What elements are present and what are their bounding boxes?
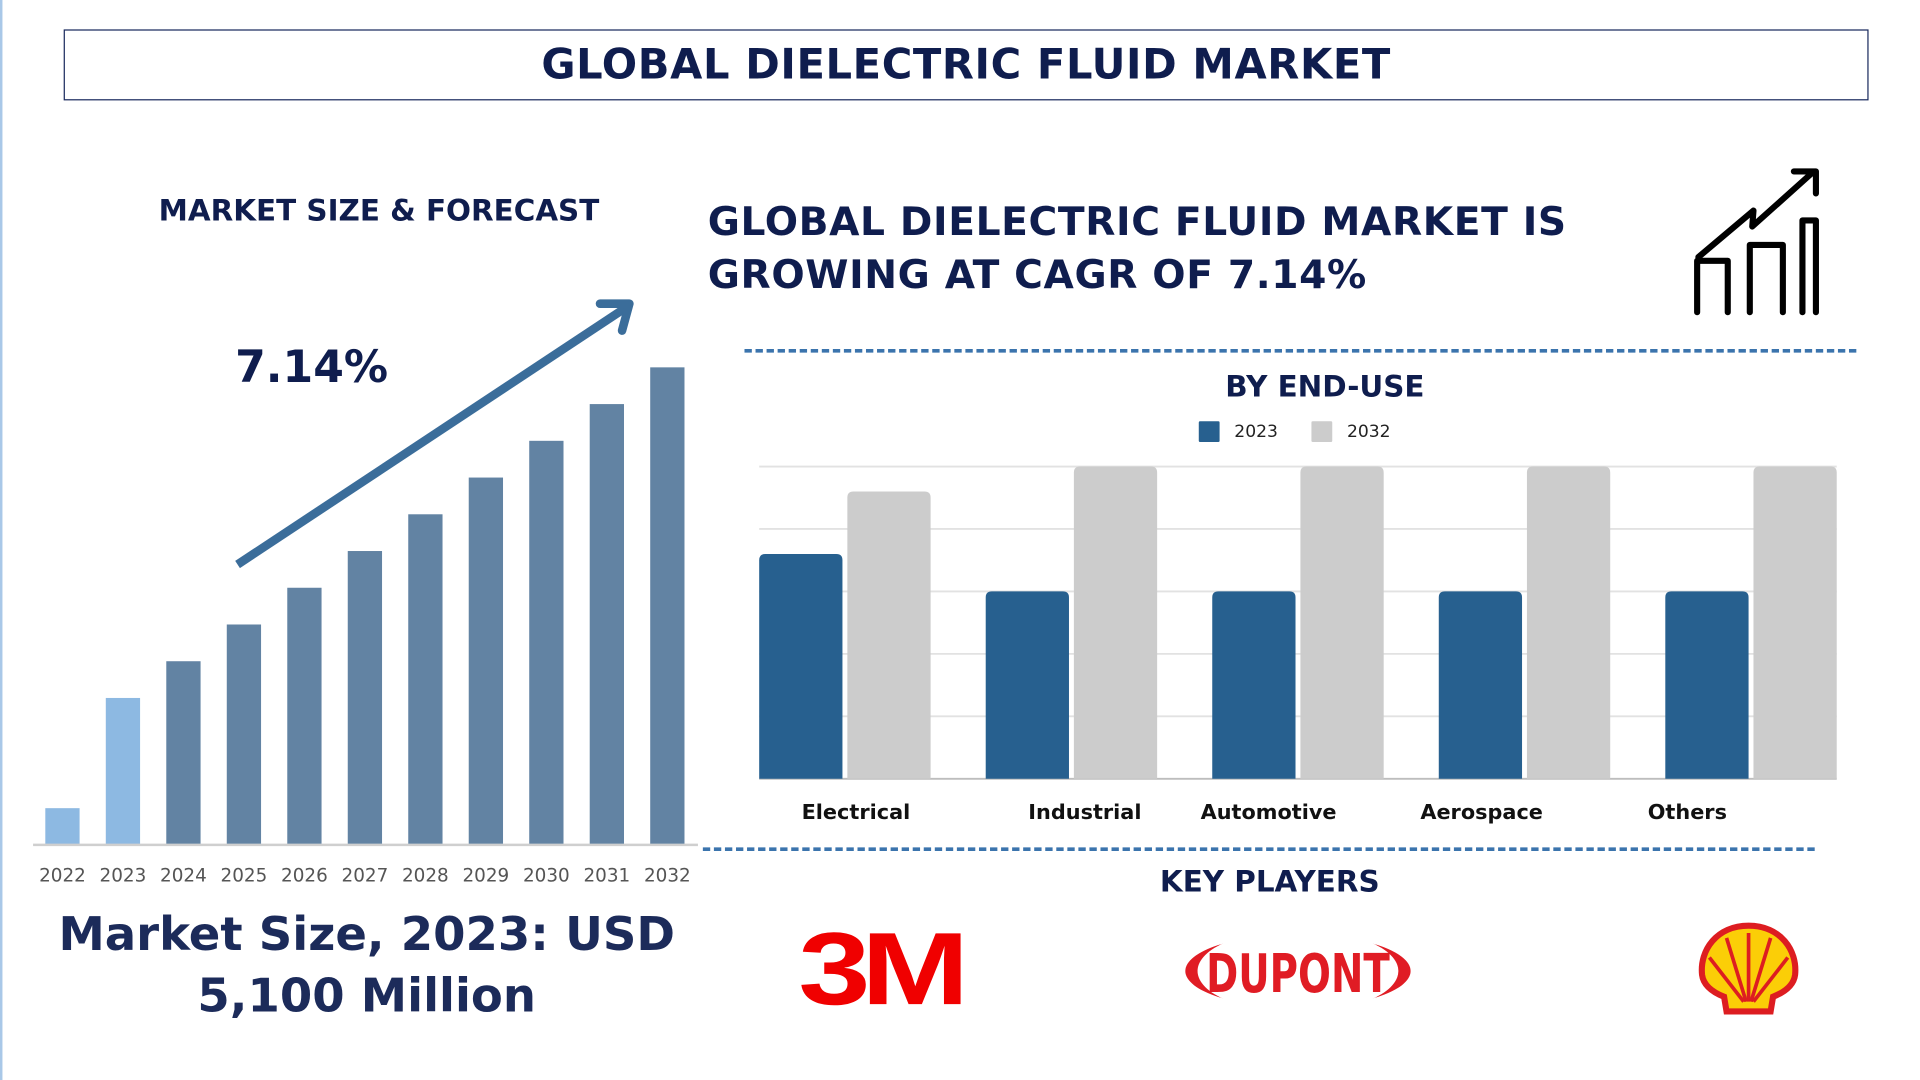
year-label: 2032 — [643, 864, 691, 887]
category-label: Aerospace — [1420, 800, 1543, 826]
year-label: 2023 — [99, 864, 147, 887]
legend-label-2023: 2023 — [1234, 421, 1278, 442]
year-label: 2029 — [462, 864, 510, 887]
trend-arrow-icon — [235, 299, 634, 569]
year-label: 2031 — [583, 864, 631, 887]
year-label: 2030 — [522, 864, 570, 887]
divider-bottom — [702, 847, 1815, 852]
bar-2022 — [45, 808, 80, 845]
legend-2023: 2023 — [1198, 421, 1278, 443]
category-label: Industrial — [1028, 800, 1142, 826]
year-label: 2025 — [220, 864, 268, 887]
bar-2029 — [468, 477, 504, 845]
year-label: 2026 — [281, 864, 328, 887]
page-title: GLOBAL DIELECTRIC FLUID MARKET — [63, 29, 1869, 101]
cagr-annotation: 7.14% — [235, 342, 389, 394]
category-label: Automotive — [1200, 800, 1337, 826]
market-size-forecast-heading: MARKET SIZE & FORECAST — [158, 193, 600, 228]
category-label: Electrical — [801, 800, 911, 826]
bar-2026 — [287, 587, 322, 845]
end-use-chart — [759, 465, 1837, 780]
bar-2031 — [589, 404, 625, 845]
logo-3m: 3M — [798, 921, 967, 1013]
bar-2028 — [408, 514, 443, 845]
bar-2027 — [347, 551, 383, 845]
category-label: Others — [1647, 800, 1727, 826]
bar-automotive-2023 — [1212, 591, 1296, 779]
growth-chart-icon — [1694, 168, 1819, 316]
bar-2024 — [166, 661, 201, 845]
bar-electrical-2023 — [759, 553, 843, 779]
svg-text:3M: 3M — [798, 921, 960, 1013]
market-forecast-chart — [33, 299, 698, 847]
legend-2032: 2032 — [1311, 421, 1391, 443]
year-label: 2022 — [39, 864, 86, 887]
bar-industrial-2032 — [1073, 466, 1158, 779]
bar-aerospace-2032 — [1526, 466, 1611, 779]
market-size-text: Market Size, 2023: USD 5,100 Million — [58, 907, 676, 1023]
bar-electrical-2032 — [847, 491, 931, 779]
bar-2030 — [529, 440, 564, 845]
bar-aerospace-2023 — [1438, 591, 1523, 779]
legend-label-2032: 2032 — [1346, 421, 1391, 442]
year-label: 2027 — [341, 864, 389, 887]
logo-dupont: DUPONT — [1185, 930, 1411, 1012]
bar-others-2023 — [1665, 591, 1749, 779]
year-label: 2024 — [160, 864, 207, 887]
bar-others-2032 — [1753, 466, 1837, 779]
divider-top — [744, 348, 1857, 353]
cagr-headline: GLOBAL DIELECTRIC FLUID MARKET IS GROWIN… — [707, 198, 1567, 298]
legend-swatch-2032 — [1311, 421, 1333, 443]
bar-automotive-2032 — [1300, 466, 1384, 779]
bar-2025 — [226, 624, 262, 845]
bar-2023 — [105, 697, 141, 845]
by-end-use-heading: BY END-USE — [1225, 369, 1425, 405]
bar-industrial-2023 — [985, 591, 1069, 779]
key-players-heading: KEY PLAYERS — [1159, 864, 1380, 899]
year-label: 2028 — [401, 864, 449, 887]
logo-shell — [1698, 922, 1799, 1015]
bar-2032 — [650, 367, 685, 845]
svg-text:DUPONT: DUPONT — [1206, 942, 1390, 1005]
legend-swatch-2023 — [1198, 421, 1220, 443]
